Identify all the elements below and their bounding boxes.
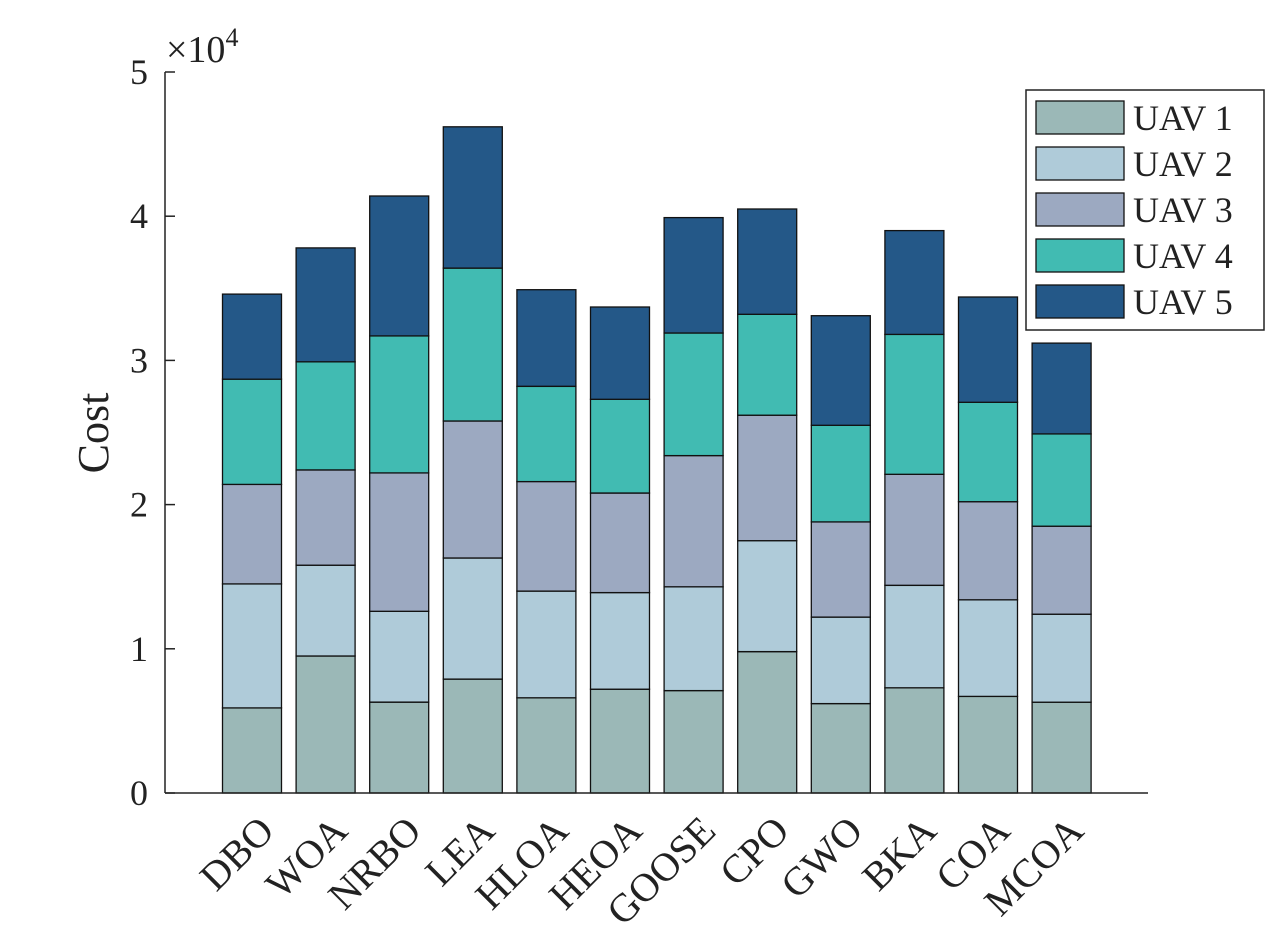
bar-woa-uav3 <box>295 469 356 566</box>
bar-nrbo-uav2 <box>369 610 430 703</box>
bar-mcoa-uav1 <box>1031 701 1092 794</box>
bar-lea-uav1 <box>442 678 503 794</box>
bar-bka-uav1 <box>884 687 945 794</box>
bar-heoa-uav5 <box>589 306 651 400</box>
bar-gwo-uav1 <box>810 702 871 794</box>
bar-woa-uav2 <box>295 564 356 657</box>
bar-bka-uav5 <box>884 229 945 336</box>
x-tick-label: GWO <box>772 808 871 907</box>
bar-lea-uav5 <box>442 126 503 269</box>
y-axis-scale-text: ×10 <box>166 29 225 71</box>
bar-woa-uav1 <box>295 655 356 794</box>
bar-mcoa-uav2 <box>1031 613 1092 703</box>
bar-bka-uav3 <box>884 473 945 586</box>
bar-lea-uav4 <box>442 267 503 422</box>
legend-label-uav2: UAV 2 <box>1133 144 1233 184</box>
y-tick-label: 0 <box>130 773 148 813</box>
bar-mcoa-uav4 <box>1031 433 1092 527</box>
legend-swatch-uav5 <box>1035 284 1125 319</box>
bar-goose-uav5 <box>663 216 724 334</box>
bar-goose-uav1 <box>663 689 724 794</box>
bar-dbo-uav1 <box>221 707 283 794</box>
plot-area: DBOWOANRBOLEAHLOAHEOAGOOSECPOGWOBKACOAMC… <box>130 52 1148 934</box>
y-axis-exponent-label: ×104 <box>166 23 238 71</box>
bar-woa-uav4 <box>295 361 356 471</box>
bar-cpo-uav4 <box>737 313 798 416</box>
y-axis-title: Cost <box>69 393 118 474</box>
bar-gwo-uav4 <box>810 424 871 523</box>
bar-goose-uav4 <box>663 332 724 457</box>
bar-coa-uav3 <box>957 501 1019 601</box>
y-tick-label: 3 <box>130 340 148 380</box>
bar-mcoa-uav3 <box>1031 525 1092 615</box>
bar-heoa-uav3 <box>589 492 651 594</box>
bar-heoa-uav1 <box>589 688 651 794</box>
bar-hloa-uav2 <box>516 590 577 699</box>
bar-coa-uav4 <box>957 401 1019 503</box>
bar-gwo-uav2 <box>810 616 871 705</box>
bar-nrbo-uav3 <box>369 472 430 612</box>
bar-coa-uav5 <box>957 296 1019 403</box>
bar-hloa-uav3 <box>516 480 577 592</box>
x-tick-label: BKA <box>853 807 945 899</box>
bar-nrbo-uav1 <box>369 701 430 794</box>
bar-heoa-uav2 <box>589 591 651 690</box>
bar-bka-uav2 <box>884 584 945 689</box>
bar-cpo-uav3 <box>737 414 798 542</box>
legend-swatch-uav3 <box>1035 192 1125 227</box>
bar-mcoa-uav5 <box>1031 342 1092 435</box>
bar-cpo-uav1 <box>737 651 798 794</box>
bar-nrbo-uav5 <box>369 195 430 337</box>
legend-swatch-uav1 <box>1035 100 1125 135</box>
y-tick-label: 2 <box>130 485 148 525</box>
bar-dbo-uav3 <box>221 483 283 585</box>
legend-swatch-uav4 <box>1035 238 1125 273</box>
bar-dbo-uav5 <box>221 293 283 380</box>
bar-coa-uav1 <box>957 695 1019 794</box>
bar-cpo-uav5 <box>737 208 798 315</box>
y-tick-label: 5 <box>130 52 148 92</box>
y-tick-label: 4 <box>130 196 148 236</box>
bar-heoa-uav4 <box>589 398 651 494</box>
legend-label-uav3: UAV 3 <box>1133 190 1233 230</box>
bar-dbo-uav2 <box>221 583 283 709</box>
bar-coa-uav2 <box>957 599 1019 698</box>
legend-label-uav1: UAV 1 <box>1133 98 1233 138</box>
bar-goose-uav3 <box>663 454 724 588</box>
bar-gwo-uav5 <box>810 315 871 426</box>
bar-nrbo-uav4 <box>369 335 430 474</box>
bar-goose-uav2 <box>663 586 724 692</box>
y-tick-label: 1 <box>130 629 148 669</box>
bar-woa-uav5 <box>295 247 356 363</box>
bar-hloa-uav5 <box>516 289 577 387</box>
bar-hloa-uav1 <box>516 697 577 794</box>
legend-swatch-uav2 <box>1035 146 1125 181</box>
legend-label-uav4: UAV 4 <box>1133 236 1233 276</box>
bar-bka-uav4 <box>884 333 945 475</box>
bar-dbo-uav4 <box>221 378 283 486</box>
legend-label-uav5: UAV 5 <box>1133 282 1233 322</box>
bar-lea-uav3 <box>442 420 503 559</box>
bar-lea-uav2 <box>442 557 503 680</box>
bar-gwo-uav3 <box>810 521 871 618</box>
bar-hloa-uav4 <box>516 385 577 483</box>
legend: UAV 1 UAV 2 UAV 3 UAV 4 UAV 5 <box>1025 89 1265 331</box>
y-axis-scale-exponent: 4 <box>225 23 238 52</box>
bar-cpo-uav2 <box>737 539 798 653</box>
